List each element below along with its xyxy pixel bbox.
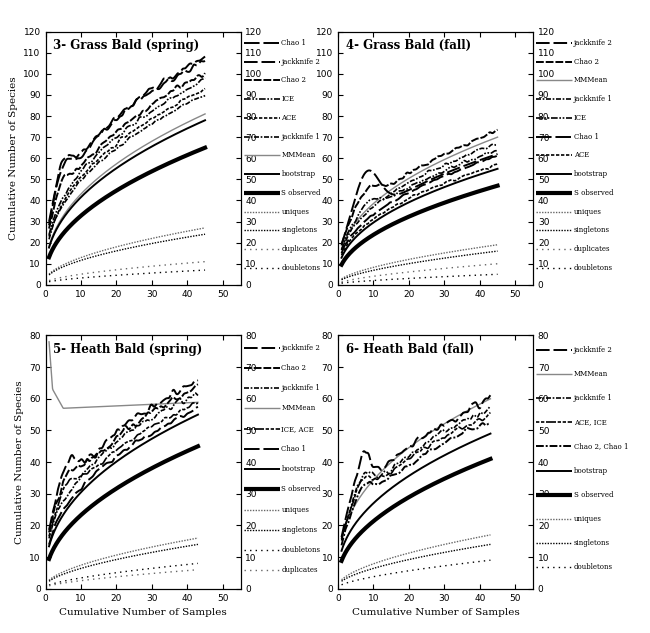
Text: Chao 1: Chao 1 bbox=[281, 39, 306, 47]
Text: bootstrap: bootstrap bbox=[574, 170, 608, 179]
Text: jackknife 1: jackknife 1 bbox=[281, 133, 320, 141]
Y-axis label: Cumulative Number of Species: Cumulative Number of Species bbox=[14, 380, 23, 544]
Text: 6- Heath Bald (fall): 6- Heath Bald (fall) bbox=[346, 343, 474, 356]
Text: bootstrap: bootstrap bbox=[281, 170, 316, 179]
X-axis label: Cumulative Number of Samples: Cumulative Number of Samples bbox=[59, 608, 227, 617]
Text: singletons: singletons bbox=[574, 227, 610, 234]
Text: jackknife 1: jackknife 1 bbox=[574, 394, 613, 402]
Text: Chao 2, Chao 1: Chao 2, Chao 1 bbox=[574, 442, 629, 451]
Text: ACE: ACE bbox=[281, 114, 296, 122]
Text: S observed: S observed bbox=[574, 189, 614, 197]
Text: jackknife 2: jackknife 2 bbox=[574, 346, 613, 354]
Text: duplicates: duplicates bbox=[281, 245, 318, 253]
Text: uniques: uniques bbox=[574, 515, 602, 523]
Text: jackknife 2: jackknife 2 bbox=[281, 344, 320, 352]
Text: ICE: ICE bbox=[281, 95, 294, 103]
Text: ICE: ICE bbox=[574, 114, 587, 122]
Text: MMMean: MMMean bbox=[574, 370, 608, 378]
Text: jackknife 2: jackknife 2 bbox=[281, 58, 320, 66]
Text: ICE, ACE: ICE, ACE bbox=[281, 425, 314, 433]
Text: MMMean: MMMean bbox=[281, 404, 316, 413]
Text: Chao 2: Chao 2 bbox=[281, 364, 306, 372]
Text: Chao 2: Chao 2 bbox=[574, 58, 599, 66]
Text: jackknife 2: jackknife 2 bbox=[574, 39, 613, 47]
Text: duplicates: duplicates bbox=[281, 567, 318, 575]
Text: S observed: S observed bbox=[281, 486, 321, 494]
Text: doubletons: doubletons bbox=[574, 264, 613, 272]
Text: MMMean: MMMean bbox=[574, 77, 608, 84]
Text: uniques: uniques bbox=[281, 506, 309, 514]
Text: uniques: uniques bbox=[281, 208, 309, 216]
Text: Chao 2: Chao 2 bbox=[281, 77, 306, 84]
Text: singletons: singletons bbox=[281, 227, 317, 234]
Text: Chao 1: Chao 1 bbox=[281, 445, 306, 453]
Text: bootstrap: bootstrap bbox=[574, 467, 608, 475]
Y-axis label: Cumulative Number of Species: Cumulative Number of Species bbox=[9, 77, 18, 240]
Text: MMMean: MMMean bbox=[281, 151, 316, 160]
Text: doubletons: doubletons bbox=[281, 546, 320, 555]
Text: 3- Grass Bald (spring): 3- Grass Bald (spring) bbox=[53, 39, 200, 53]
Text: ACE: ACE bbox=[574, 151, 589, 160]
X-axis label: Cumulative Number of Samples: Cumulative Number of Samples bbox=[352, 608, 519, 617]
Text: 4- Grass Bald (fall): 4- Grass Bald (fall) bbox=[346, 39, 471, 53]
Text: uniques: uniques bbox=[574, 208, 602, 216]
Text: S observed: S observed bbox=[281, 189, 321, 197]
Text: doubletons: doubletons bbox=[281, 264, 320, 272]
Text: ACE, ICE: ACE, ICE bbox=[574, 418, 606, 426]
Text: singletons: singletons bbox=[281, 526, 317, 534]
Text: jackknife 1: jackknife 1 bbox=[574, 95, 613, 103]
Text: 5- Heath Bald (spring): 5- Heath Bald (spring) bbox=[53, 343, 203, 356]
Text: duplicates: duplicates bbox=[574, 245, 610, 253]
Text: bootstrap: bootstrap bbox=[281, 465, 316, 473]
Text: jackknife 1: jackknife 1 bbox=[281, 384, 320, 392]
Text: Chao 1: Chao 1 bbox=[574, 133, 599, 141]
Text: singletons: singletons bbox=[574, 539, 610, 547]
Text: S observed: S observed bbox=[574, 491, 614, 499]
Text: doubletons: doubletons bbox=[574, 563, 613, 571]
